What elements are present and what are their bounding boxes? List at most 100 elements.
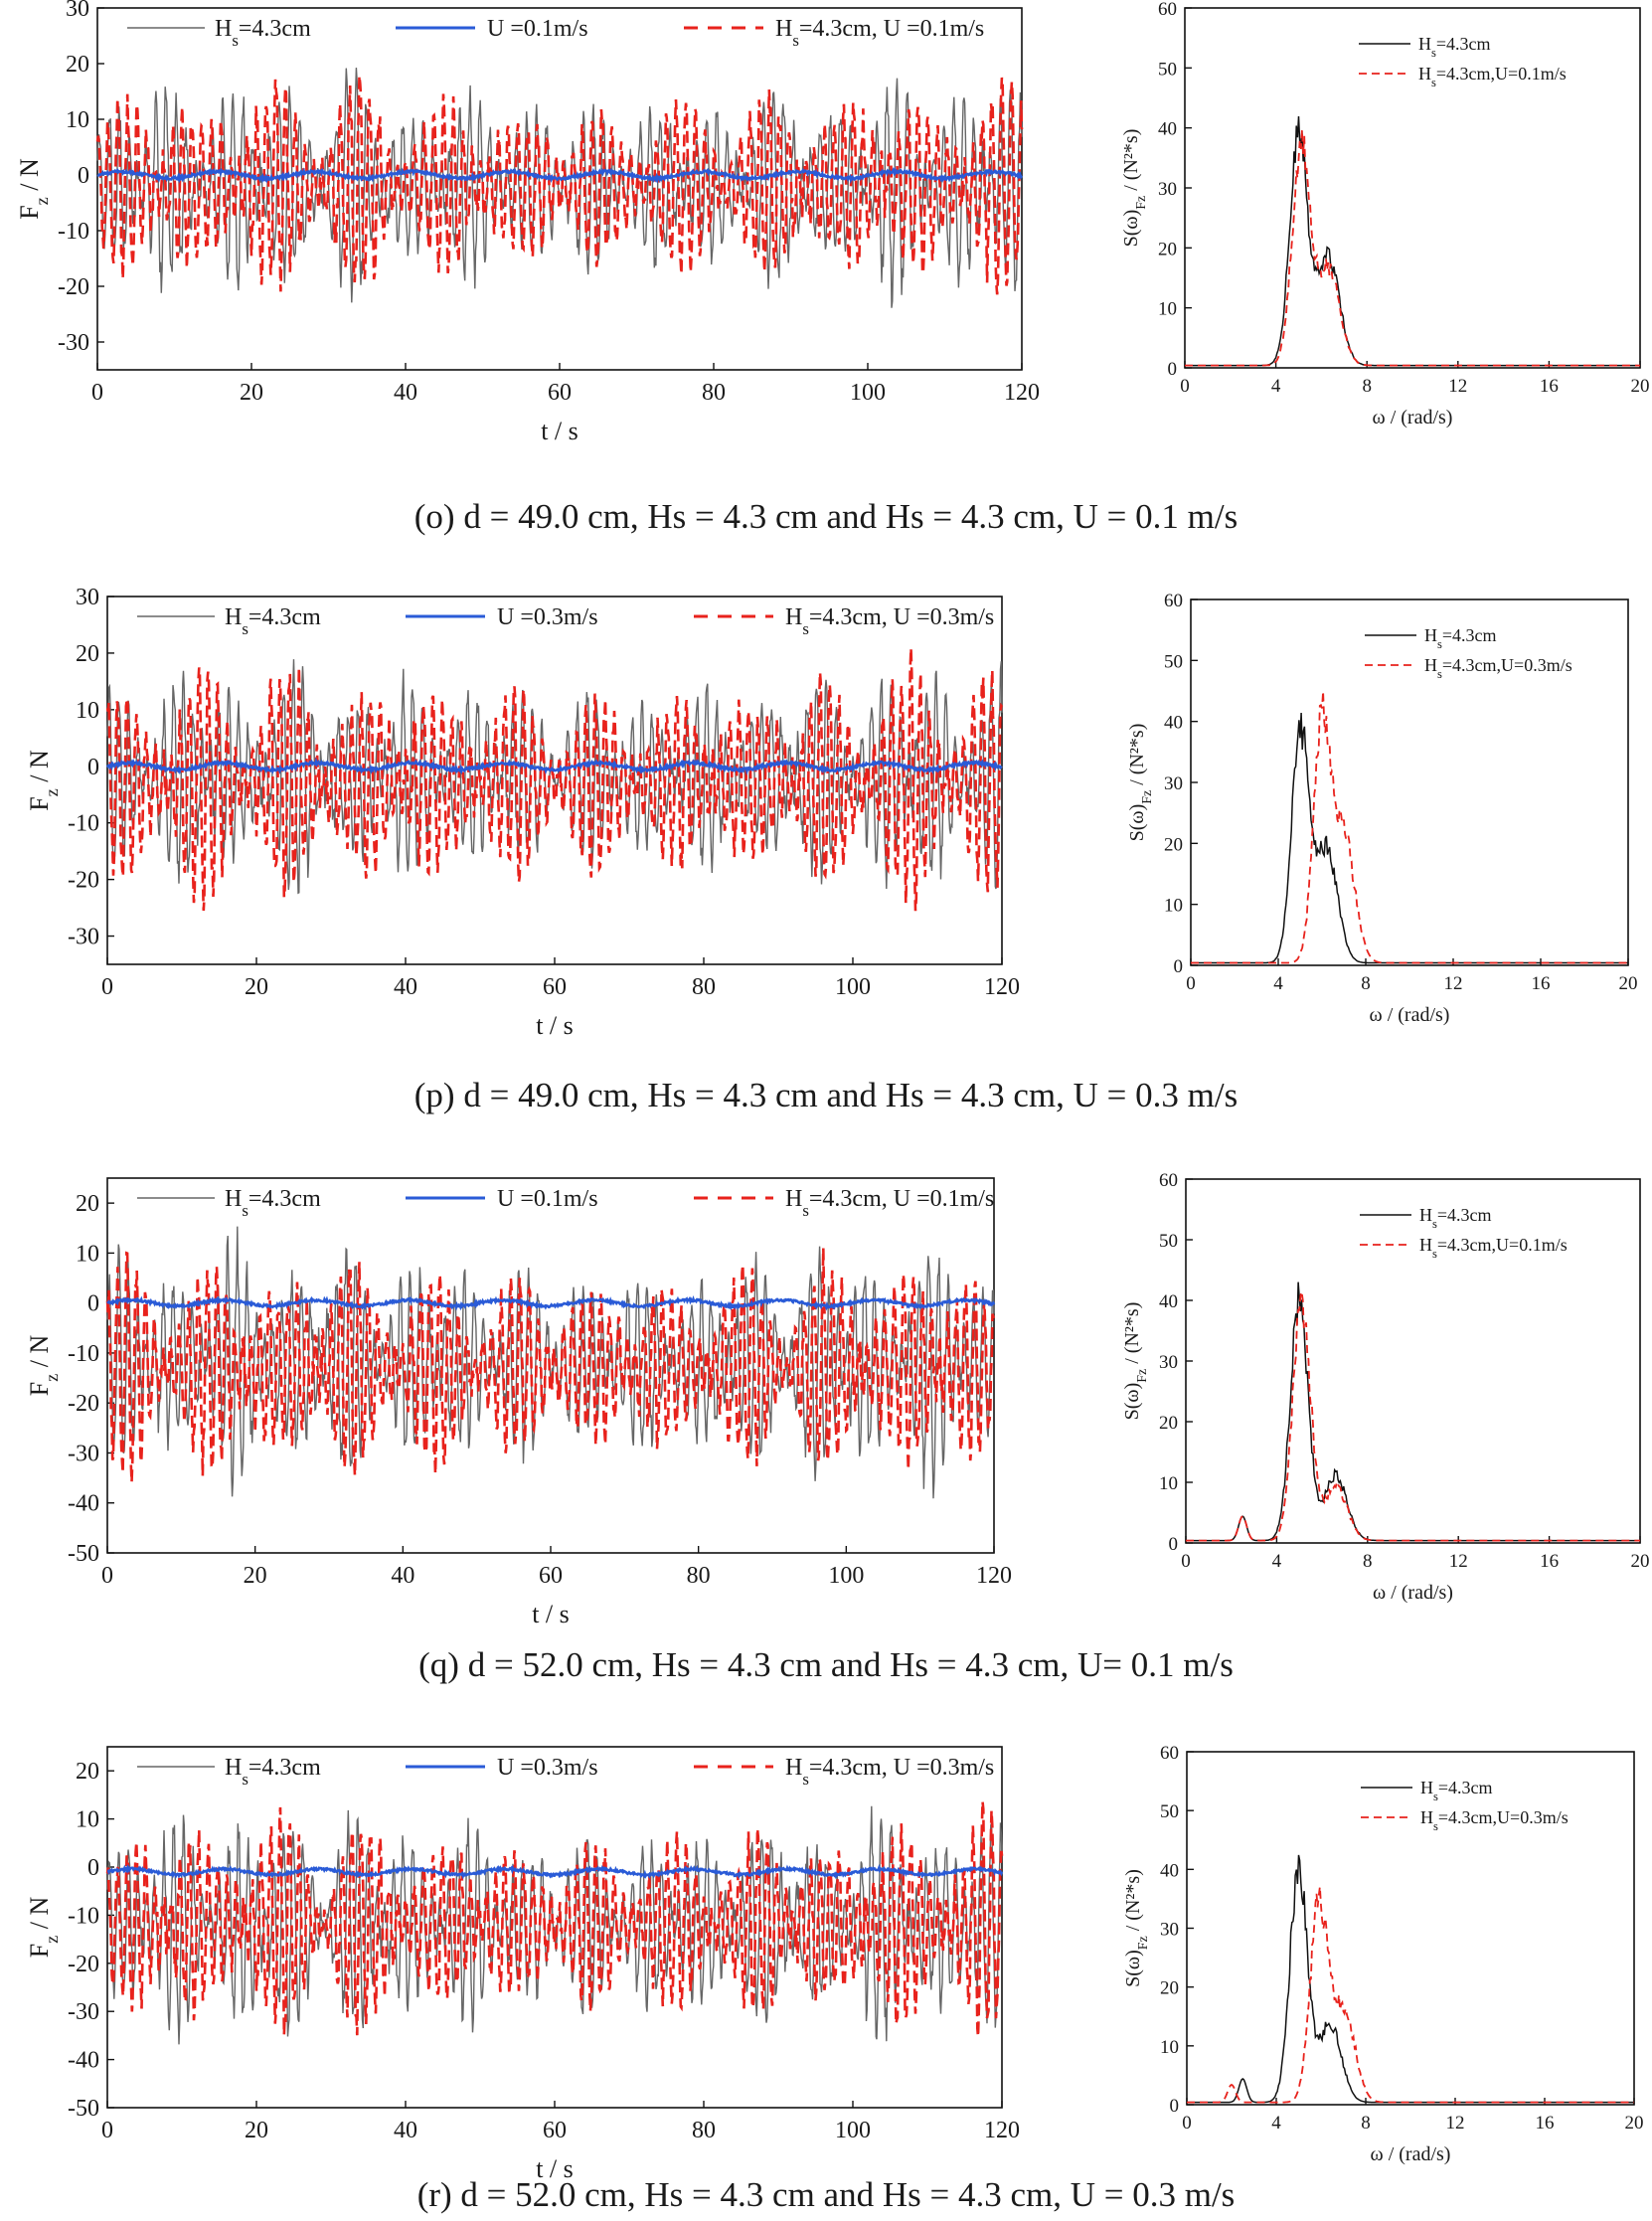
y-tick-label: 30	[1158, 179, 1177, 200]
y-tick-label: 50	[1159, 1231, 1178, 1252]
x-tick-label: 20	[1619, 973, 1638, 994]
spectrum-line-combined	[1186, 1290, 1640, 1542]
x-tick-label: 0	[1186, 973, 1196, 994]
x-tick-label: 0	[101, 2118, 113, 2143]
y-tick-label: -50	[68, 2096, 99, 2122]
caption-p-text: (p) d = 49.0 cm, Hs = 4.3 cm and Hs = 4.…	[413, 1076, 1239, 1114]
legend-label-spec-hs: Hs=4.3cm	[1424, 625, 1497, 651]
legend-label-u: U =0.3m/s	[497, 604, 598, 630]
caption-q: (q) d = 52.0 cm, Hs = 4.3 cm and Hs = 4.…	[0, 1645, 1652, 1685]
series-line-combined	[105, 1800, 1004, 2037]
y-tick-label: -20	[58, 274, 89, 300]
chart-q-time: 0 20 40 60 80 100 120 -50 -40 -30 -20 -10 0 10 20 Hs=4.…	[25, 1177, 1012, 1628]
x-tick-label: 120	[984, 974, 1020, 1000]
chart-p-spec: 0 4 8 12 16 20 0 10 20 30 40 50 60 Hs=4.3cm Hs=4.3cm,U…	[1126, 591, 1638, 1026]
y-tick-label: 60	[1159, 1170, 1178, 1191]
x-tick-label: 16	[1540, 1551, 1559, 1572]
y-tick-label: 50	[1158, 59, 1177, 80]
x-tick-label: 120	[1004, 380, 1040, 406]
caption-r: (r) d = 52.0 cm, Hs = 4.3 cm and Hs = 4.…	[0, 2175, 1652, 2215]
legend-label-spec-combined: Hs=4.3cm,U=0.3m/s	[1420, 1807, 1569, 1833]
spectrum-line-combined	[1187, 1886, 1634, 2104]
caption-o: (o) d = 49.0 cm, Hs = 4.3 cm and Hs = 4.…	[0, 497, 1652, 537]
y-tick-label: 30	[1159, 1352, 1178, 1373]
y-tick-label: 40	[1159, 1291, 1178, 1312]
x-tick-label: 8	[1361, 2113, 1371, 2134]
y-tick-label: -20	[68, 1952, 99, 1977]
series-line-u	[106, 1295, 996, 1311]
x-tick-label: 100	[828, 1563, 864, 1589]
x-tick-label: 60	[539, 1563, 563, 1589]
x-tick-label: 40	[394, 2118, 417, 2143]
x-axis-label: ω / (rad/s)	[1373, 1582, 1453, 1604]
y-tick-label: 0	[1174, 956, 1184, 977]
x-tick-label: 40	[394, 974, 417, 1000]
x-tick-label: 100	[850, 380, 886, 406]
y-tick-label: 20	[66, 52, 89, 78]
legend-label-combined: Hs=4.3cm, U =0.3m/s	[785, 1755, 994, 1789]
y-tick-label: 60	[1164, 591, 1183, 611]
x-tick-label: 0	[1181, 1551, 1191, 1572]
legend-label-combined: Hs=4.3cm, U =0.1m/s	[775, 16, 984, 50]
y-tick-label: -30	[68, 1999, 99, 2025]
legend-label-hs: Hs=4.3cm	[225, 1186, 321, 1220]
x-tick-label: 4	[1271, 2113, 1281, 2134]
y-tick-label: -40	[68, 1491, 99, 1517]
legend-label-hs: Hs=4.3cm	[225, 1755, 321, 1789]
y-axis-label: Fz / N	[25, 750, 62, 811]
legend-label-spec-combined: Hs=4.3cm,U=0.3m/s	[1424, 655, 1572, 681]
chart-r-time: 0 20 40 60 80 100 120 -50 -40 -30 -20 -10 0 10 20 Hs=4.…	[25, 1746, 1020, 2183]
series-line-combined	[95, 75, 1024, 295]
x-tick-label: 120	[984, 2118, 1020, 2143]
y-tick-label: 0	[87, 1855, 99, 1881]
y-tick-label: 30	[1164, 773, 1183, 794]
plot-frame	[1186, 1751, 1635, 2106]
y-tick-label: -50	[68, 1541, 99, 1567]
y-tick-label: 10	[1164, 896, 1183, 917]
legend-label-combined: Hs=4.3cm, U =0.1m/s	[785, 1186, 994, 1220]
y-tick-label: 30	[66, 0, 89, 22]
x-tick-label: 100	[835, 2118, 871, 2143]
plot-frame	[1185, 1178, 1641, 1544]
x-tick-label: 4	[1272, 1551, 1282, 1572]
legend-label-spec-hs: Hs=4.3cm	[1420, 1778, 1493, 1803]
y-tick-label: 10	[76, 1807, 99, 1833]
series-line-u	[106, 1863, 1004, 1880]
legend-label-spec-combined: Hs=4.3cm,U=0.1m/s	[1418, 64, 1567, 89]
y-tick-label: 0	[1169, 1534, 1179, 1555]
y-tick-label: 50	[1164, 651, 1183, 672]
y-tick-label: 20	[76, 641, 99, 667]
y-tick-label: 0	[87, 1291, 99, 1317]
x-axis-label: t / s	[536, 2154, 574, 2183]
y-tick-label: -30	[68, 925, 99, 950]
spectrum-line-combined	[1191, 691, 1628, 964]
y-tick-label: 30	[76, 585, 99, 610]
chart-o-time: 0 20 40 60 80 100 120 -30 -20 -10 0 10 20 30 Hs=4.3cm U…	[15, 0, 1040, 445]
y-tick-label: 40	[1158, 119, 1177, 140]
x-tick-label: 80	[692, 2118, 716, 2143]
series-line-combined	[105, 1248, 996, 1482]
x-axis-label: t / s	[532, 1600, 570, 1628]
y-axis-label: Fz / N	[25, 1335, 62, 1397]
series-line-u	[105, 757, 1003, 775]
y-tick-label: 10	[1160, 2037, 1179, 2058]
y-tick-label: 0	[1168, 359, 1178, 380]
series-line-combined	[105, 647, 1004, 912]
x-tick-label: 20	[1625, 2113, 1644, 2134]
y-tick-label: -10	[68, 1903, 99, 1929]
x-tick-label: 100	[835, 974, 871, 1000]
y-axis-label: Fz / N	[15, 158, 52, 220]
series-line-hs	[106, 1805, 1003, 2045]
legend-label-hs: Hs=4.3cm	[215, 16, 311, 50]
y-tick-label: 60	[1158, 0, 1177, 20]
x-tick-label: 20	[245, 974, 268, 1000]
legend-label-spec-hs: Hs=4.3cm	[1418, 34, 1491, 60]
caption-p: (p) d = 49.0 cm, Hs = 4.3 cm and Hs = 4.…	[0, 1076, 1652, 1115]
x-tick-label: 12	[1448, 376, 1467, 397]
x-tick-label: 80	[687, 1563, 711, 1589]
x-tick-label: 20	[245, 2118, 268, 2143]
legend-label-spec-hs: Hs=4.3cm	[1419, 1205, 1492, 1231]
y-tick-label: 10	[76, 698, 99, 724]
